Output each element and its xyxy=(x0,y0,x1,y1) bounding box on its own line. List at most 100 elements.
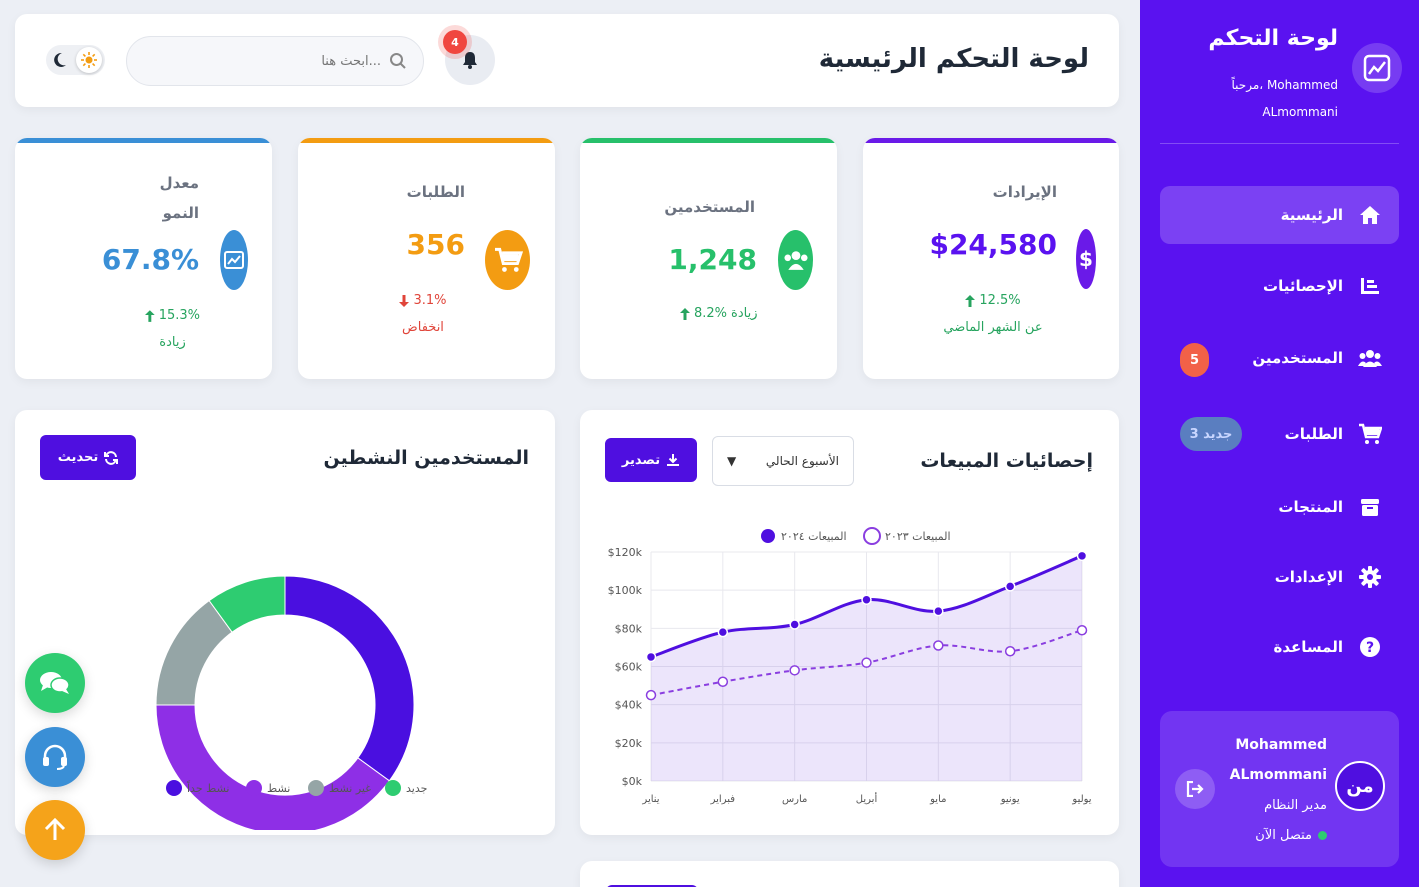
sidebar-item-label: المستخدمين xyxy=(1252,349,1343,367)
stat-change-text: زيادة xyxy=(731,306,758,321)
users-icon xyxy=(1357,345,1383,371)
y-tick-label: $100k xyxy=(608,584,643,597)
theme-toggle[interactable] xyxy=(46,45,105,75)
logout-button[interactable] xyxy=(1175,769,1215,809)
data-point-2023 xyxy=(1076,624,1088,636)
donut-slice xyxy=(155,704,391,830)
users-icon xyxy=(778,230,813,290)
card-accent-bar xyxy=(15,138,272,143)
chart-icon xyxy=(1357,273,1383,299)
top-header: لوحة التحكم الرئيسية 4 xyxy=(15,14,1119,107)
sidebar-item-settings[interactable]: الإعدادات xyxy=(1160,548,1399,606)
bottom-card xyxy=(580,861,1119,887)
legend-label: نشط xyxy=(267,782,290,795)
donut-slice xyxy=(208,575,286,633)
x-tick-label: يناير xyxy=(641,794,659,805)
stat-card-growth: معدل النمو 67.8% 15.3% زيادة xyxy=(15,138,272,379)
active-users-donut-chart: نشط جداً نشط غير نشط جديد xyxy=(155,575,427,830)
scroll-top-button[interactable] xyxy=(25,800,85,860)
data-point-2023 xyxy=(717,676,729,688)
orders-new-badge: 3 جديد xyxy=(1180,417,1242,451)
legend-marker-2024 xyxy=(761,529,775,543)
stat-label: معدل النمو xyxy=(160,168,199,228)
card-accent-bar xyxy=(580,138,837,143)
series-area xyxy=(651,555,1082,781)
home-icon xyxy=(1357,202,1383,228)
legend-marker-2023 xyxy=(863,527,881,545)
sidebar-brand: لوحة التحكم xyxy=(1208,26,1338,51)
stat-card-revenue: الإيرادات $24,580 $ 12.5% عن الشهر الماض… xyxy=(863,138,1119,379)
sidebar-item-label: الرئيسية xyxy=(1280,206,1343,224)
sidebar-item-statistics[interactable]: الإحصائيات xyxy=(1160,257,1399,315)
stat-card-users: المستخدمين 1,248 8.2% زيادة xyxy=(580,138,837,379)
data-point-2023 xyxy=(1004,645,1016,657)
user-avatar: من xyxy=(1335,761,1385,811)
search-box[interactable] xyxy=(126,36,424,86)
moon-icon xyxy=(52,51,68,73)
refresh-button[interactable]: تحديث xyxy=(40,435,136,480)
chat-icon xyxy=(40,672,70,694)
support-button[interactable] xyxy=(25,727,85,787)
data-point-2024 xyxy=(933,605,944,617)
data-point-2024 xyxy=(789,619,800,630)
x-tick-label: مايو xyxy=(929,794,946,805)
data-point-2024 xyxy=(717,626,729,638)
y-tick-label: $40k xyxy=(615,699,643,712)
stat-label: المستخدمين xyxy=(664,198,755,216)
stat-change-text: عن الشهر الماضي xyxy=(943,320,1043,335)
x-tick-label: فبراير xyxy=(710,794,736,805)
stat-card-orders: الطلبات 356 3.1% انخفاض xyxy=(298,138,555,379)
donut-slice xyxy=(284,575,415,782)
download-icon xyxy=(667,454,680,466)
stat-value: 356 xyxy=(406,228,465,261)
card-accent-bar xyxy=(298,138,555,143)
data-point-2023 xyxy=(645,689,657,701)
legend-label: نشط جداً xyxy=(187,780,230,795)
period-select[interactable]: ▼ الأسبوع الحالي xyxy=(712,436,854,486)
sidebar-item-orders[interactable]: 3 جديد الطلبات xyxy=(1160,405,1399,463)
y-tick-label: $60k xyxy=(615,661,643,674)
sidebar-item-users[interactable]: 5 المستخدمين xyxy=(1160,329,1399,387)
stat-change: 15.3% زيادة xyxy=(145,302,200,356)
data-point-2023 xyxy=(933,640,944,651)
sidebar-divider xyxy=(1160,143,1399,144)
data-point-2023 xyxy=(861,657,872,668)
gear-icon xyxy=(1357,564,1383,590)
card-accent-bar xyxy=(863,138,1119,143)
sidebar-item-help[interactable]: المساعدة ? xyxy=(1160,618,1399,676)
notifications-button[interactable]: 4 xyxy=(443,30,495,85)
sidebar-item-label: الطلبات xyxy=(1284,425,1343,443)
sidebar-item-home[interactable]: الرئيسية xyxy=(1160,186,1399,244)
legend-marker xyxy=(246,780,262,796)
x-tick-label: مارس xyxy=(782,794,807,805)
logout-icon xyxy=(1186,781,1204,797)
legend-marker xyxy=(308,780,324,796)
sun-icon xyxy=(76,47,102,73)
y-tick-label: $120k xyxy=(608,546,643,559)
cart-icon xyxy=(1357,421,1383,447)
stat-change-text: زيادة xyxy=(159,335,186,350)
stat-label-line: معدل xyxy=(159,174,199,192)
user-name-last: ALmommani xyxy=(1229,767,1327,783)
legend-label: غير نشط xyxy=(329,782,371,795)
export-button[interactable]: تصدير xyxy=(605,438,697,482)
search-input[interactable] xyxy=(181,53,381,69)
dollar-icon: $ xyxy=(1076,229,1096,289)
page-title: لوحة التحكم الرئيسية xyxy=(818,44,1089,74)
sidebar-item-products[interactable]: المنتجات xyxy=(1160,478,1399,536)
refresh-icon xyxy=(104,450,119,465)
user-role: مدير النظام xyxy=(1264,798,1327,813)
sales-chart-card: إحصائيات المبيعات ▼ الأسبوع الحالي تصدير… xyxy=(580,410,1119,835)
box-icon xyxy=(1357,494,1383,520)
search-icon xyxy=(390,53,406,69)
data-point-2024 xyxy=(861,594,872,605)
chevron-down-icon: ▼ xyxy=(727,454,737,468)
period-select-value: الأسبوع الحالي xyxy=(765,454,839,468)
bottom-card-button[interactable] xyxy=(606,885,698,887)
chat-button[interactable] xyxy=(25,653,85,713)
user-status: متصل الآن xyxy=(1255,828,1327,843)
x-tick-label: أبريل xyxy=(856,792,878,805)
legend-label-2024: المبيعات ٢٠٢٤ xyxy=(781,530,847,543)
stat-value: $24,580 xyxy=(929,228,1057,261)
stat-label-line: النمو xyxy=(162,204,199,222)
